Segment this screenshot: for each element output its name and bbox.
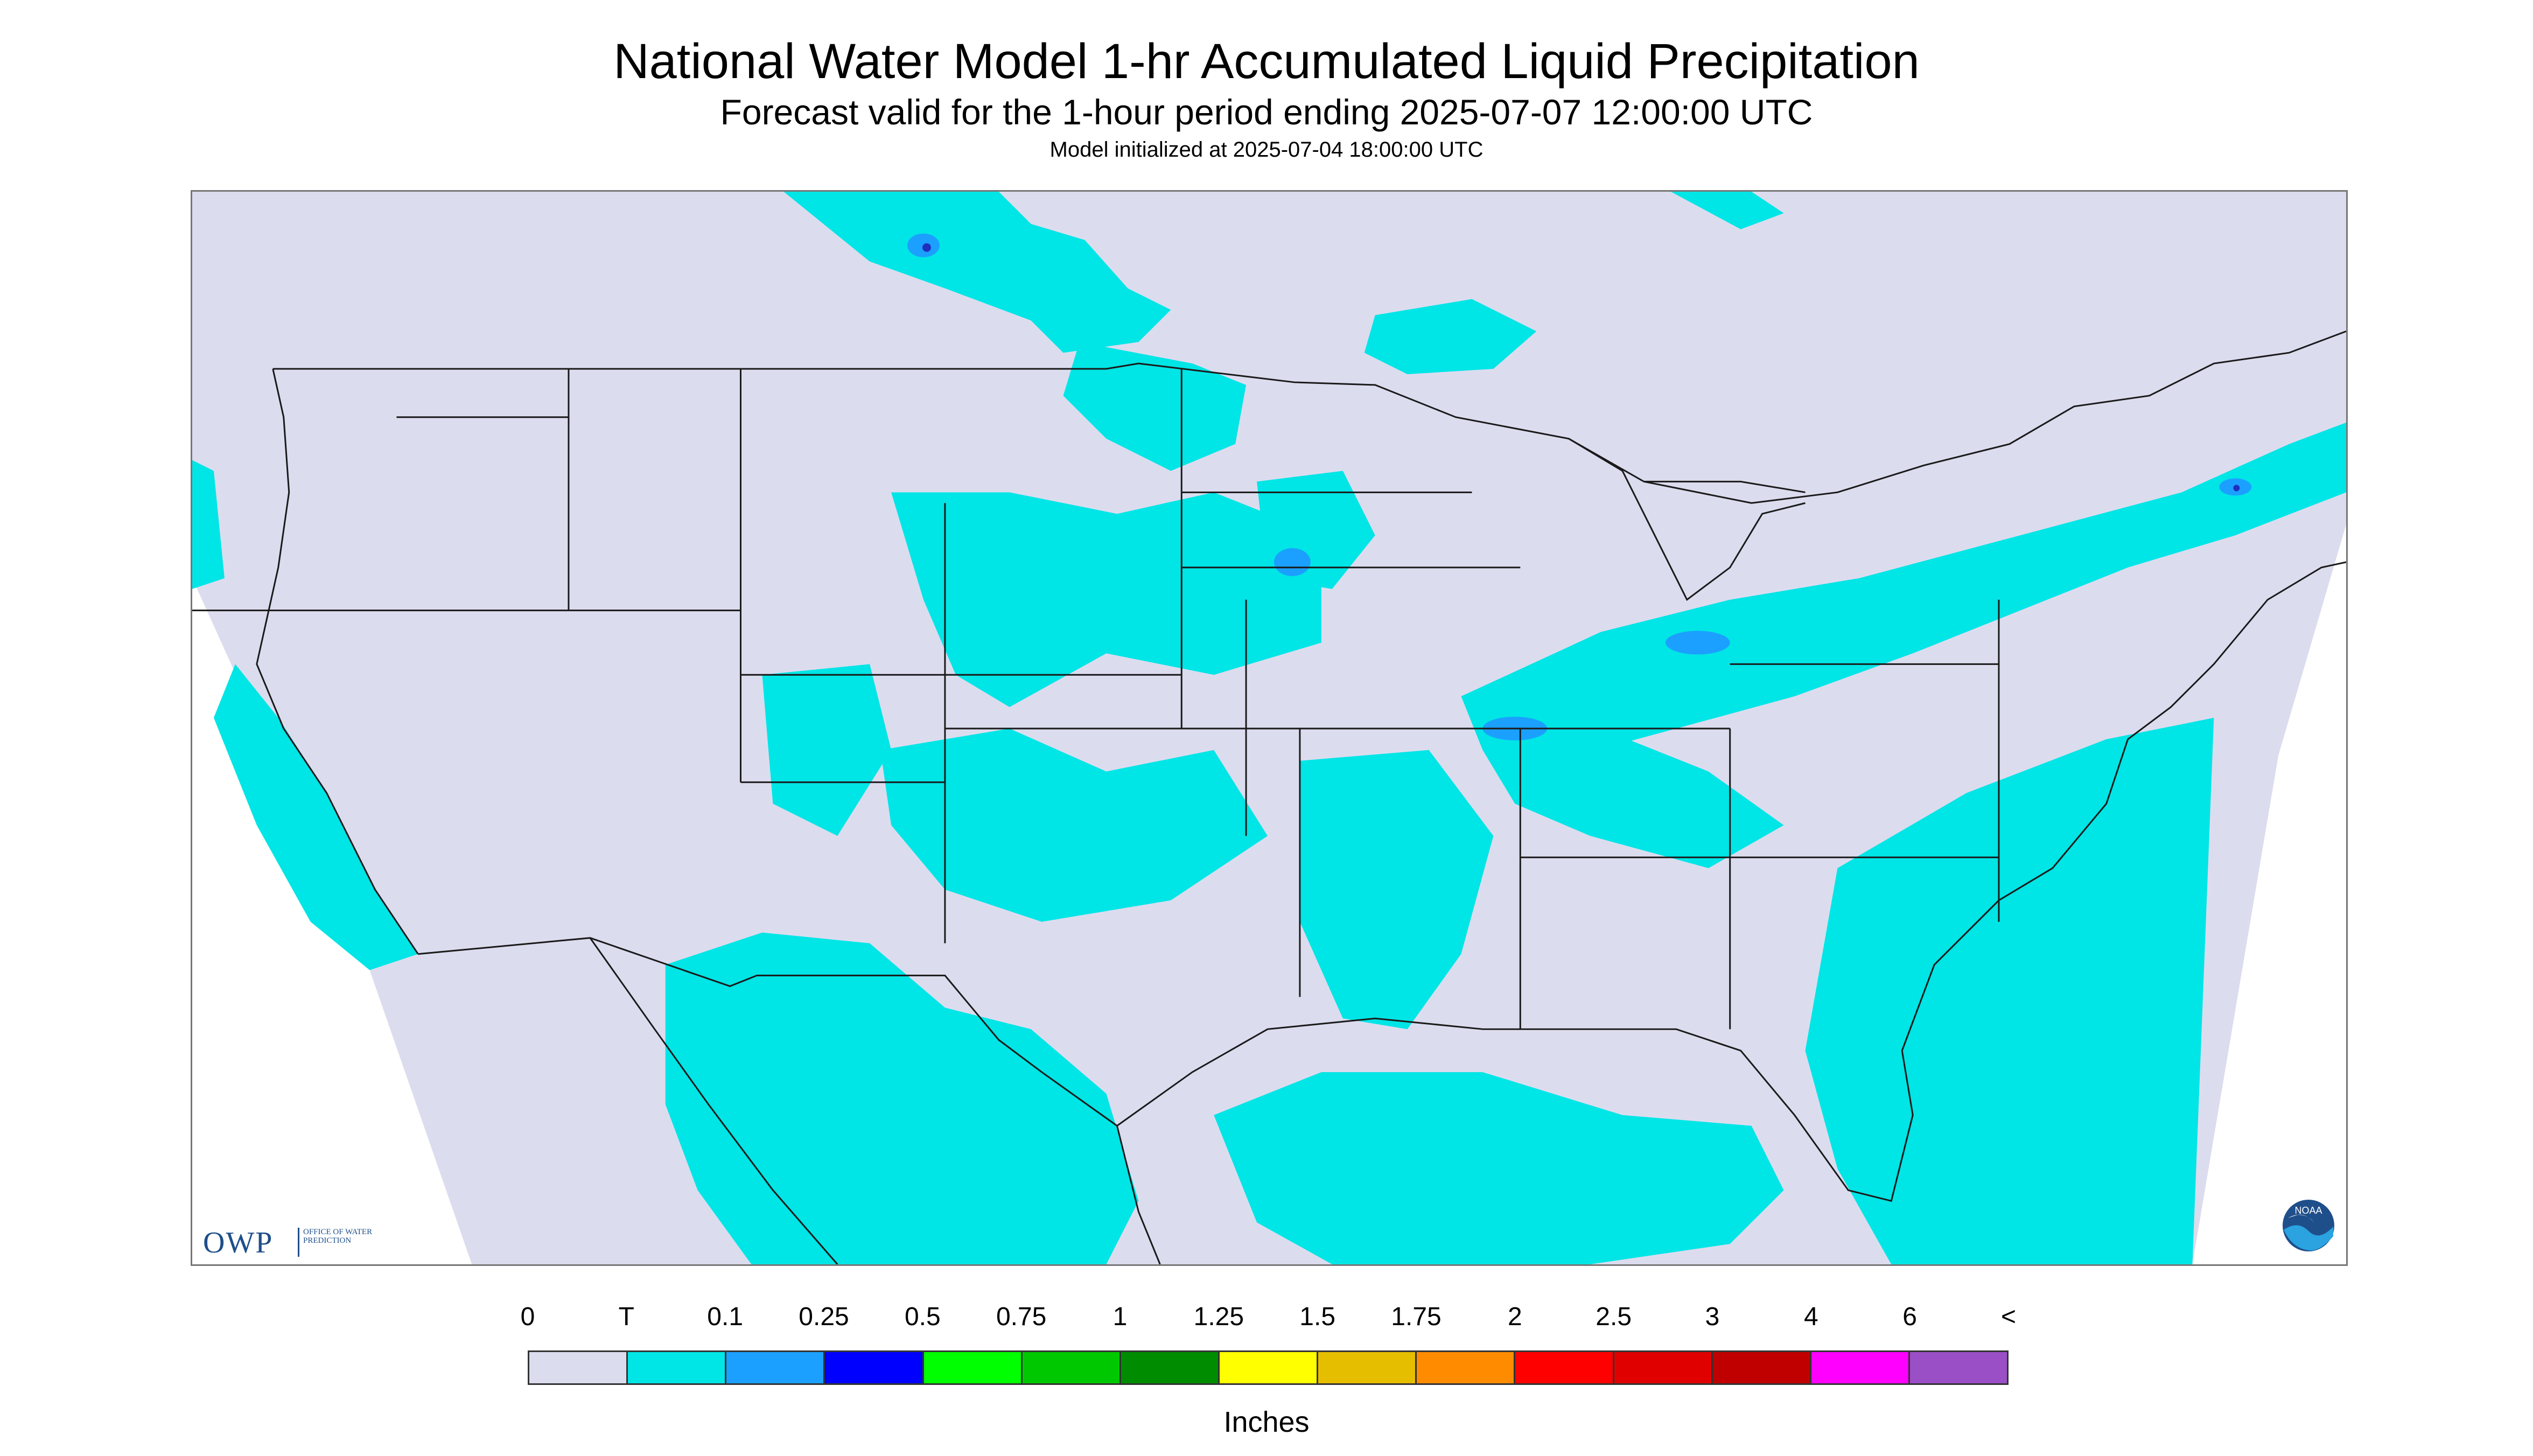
precip-canada-central [1364, 299, 1537, 374]
heavier-cell-ohio [1665, 631, 1730, 655]
precip-lower-mississippi [1299, 750, 1494, 1030]
model-init-line: Model initialized at 2025-07-04 18:00:00… [1049, 138, 1484, 162]
legend-swatch [529, 1352, 628, 1383]
great-lakes [1568, 438, 1806, 601]
precip-mexico [665, 932, 1139, 1264]
state-line-1 [568, 369, 2000, 1030]
legend-tick-label: 0.25 [799, 1303, 849, 1331]
legend-tick-label: 1.75 [1391, 1303, 1442, 1331]
legend-tick-label: 1.25 [1193, 1303, 1244, 1331]
mexico-coast [589, 937, 838, 1264]
boundary-lines [192, 330, 2346, 1264]
precip-great-lakes-south [1708, 610, 1806, 708]
legend-swatch [1614, 1352, 1713, 1383]
legend-tick-label: 0 [520, 1303, 535, 1331]
precip-nebraska-kansas [891, 492, 1321, 708]
precip-atlantic [1805, 718, 2214, 1264]
precip-ohio-valley [1482, 728, 1784, 869]
map-title: National Water Model 1-hr Accumulated Li… [613, 34, 1920, 89]
legend-tick-label: 1.5 [1299, 1303, 1336, 1331]
gulf-coast [1116, 561, 2346, 1202]
legend-swatch [1811, 1352, 1910, 1383]
precip-arizona-nm [762, 664, 892, 836]
legend-labels: 0 T 0.1 0.25 0.5 0.75 1 1.25 1.5 1.75 2 2.5 3 4 6 < [0, 1302, 2533, 1334]
peak-cell-saskatchewan [922, 243, 931, 252]
heavier-cell-minnesota [1274, 548, 1311, 576]
owp-logo-divider [298, 1228, 299, 1257]
legend-swatch [628, 1352, 727, 1383]
legend-swatch [1515, 1352, 1614, 1383]
mexico-gulf-coast [1116, 1125, 1161, 1264]
legend-tick-label: 3 [1705, 1303, 1720, 1331]
precip-mid-atlantic-corridor [1461, 422, 2346, 761]
legend-tick-label: 6 [1902, 1303, 1918, 1331]
owp-logo-subtext: OFFICE OF WATER PREDICTION [303, 1228, 373, 1245]
legend-swatch [923, 1352, 1023, 1383]
legend-swatch [1022, 1352, 1121, 1383]
owp-logo-text: OWP [203, 1226, 274, 1259]
noaa-logo-text: NOAA [2294, 1205, 2322, 1216]
owp-logo: OWP OFFICE OF WATER PREDICTION [203, 1226, 375, 1259]
precip-dakotas [1063, 342, 1247, 471]
legend-swatch [726, 1352, 825, 1383]
map-subtitle: Forecast valid for the 1-hour period end… [720, 92, 1813, 132]
precip-canada-west [783, 192, 1171, 353]
peak-precip-cells [922, 243, 2240, 492]
precip-ontario [1670, 192, 1784, 229]
legend-swatch [1909, 1352, 2007, 1383]
trace-precip-layer [192, 192, 2346, 1264]
us-canada-border [272, 330, 2346, 504]
legend-swatch [1121, 1352, 1220, 1383]
precipitation-map: OWP OFFICE OF WATER PREDICTION NOAA [191, 190, 2348, 1266]
legend-swatch [1417, 1352, 1516, 1383]
legend-swatch [825, 1352, 924, 1383]
legend-tick-label: 0.1 [707, 1303, 744, 1331]
legend-tick-label: T [618, 1303, 634, 1331]
peak-cell-maine [2233, 485, 2240, 492]
precip-southern-plains [880, 728, 1268, 922]
legend-tick-label: 4 [1803, 1303, 1818, 1331]
legend-swatch [1712, 1352, 1811, 1383]
precip-gulf [1214, 1072, 1784, 1264]
legend-unit: Inches [1223, 1406, 1310, 1438]
legend-tick-label: < [2000, 1303, 2017, 1331]
legend-colorbar [528, 1350, 2009, 1385]
west-coast [256, 368, 419, 955]
legend-tick-label: 0.5 [904, 1303, 941, 1331]
legend-swatch [1318, 1352, 1417, 1383]
precip-california-coast [213, 664, 418, 970]
legend-swatch [1219, 1352, 1319, 1383]
map-canvas [192, 192, 2346, 1264]
legend-tick-label: 2 [1507, 1303, 1522, 1331]
state-line-2 [192, 416, 1999, 858]
legend-tick-label: 0.75 [996, 1303, 1047, 1331]
precip-pacific-nw [192, 460, 225, 589]
legend-tick-label: 2.5 [1596, 1303, 1632, 1331]
us-mexico-border [418, 937, 1118, 1126]
noaa-logo: NOAA [2283, 1200, 2334, 1251]
legend-tick-label: 1 [1112, 1303, 1128, 1331]
